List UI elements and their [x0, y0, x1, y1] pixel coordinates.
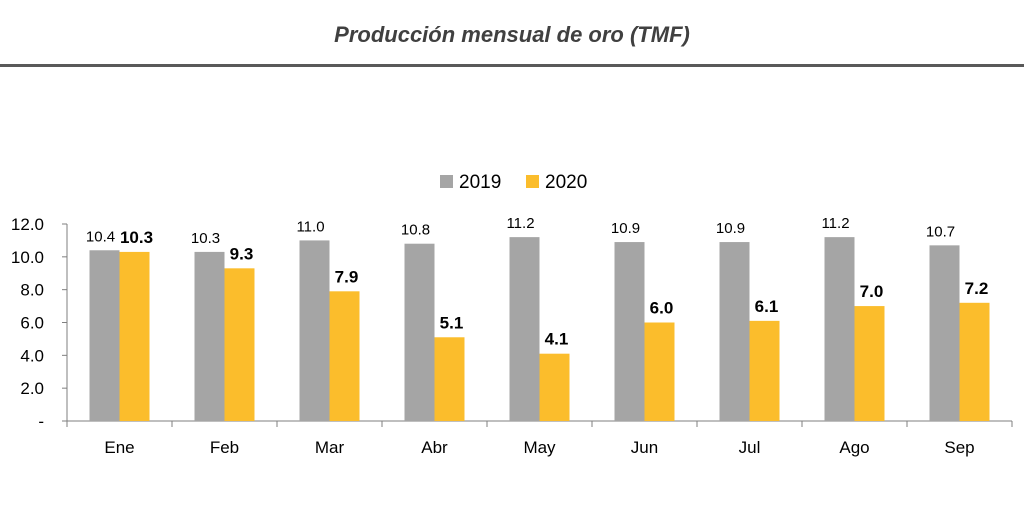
bar-2019-may	[509, 237, 540, 421]
bar-2020-sep	[959, 302, 990, 421]
legend-label: 2020	[545, 172, 587, 193]
x-tick-label: Ago	[839, 438, 869, 457]
bar-2019-ago	[824, 237, 855, 421]
x-tick-label: Feb	[210, 438, 239, 457]
y-tick-label: 12.0	[11, 215, 44, 234]
data-label-2019: 11.2	[821, 215, 849, 232]
y-tick-label: -	[38, 412, 44, 431]
data-label-2019: 10.9	[716, 220, 745, 237]
data-label-2020: 9.3	[230, 244, 254, 263]
data-label-2020: 5.1	[440, 313, 464, 332]
bar-2019-abr	[404, 243, 435, 421]
bar-2020-ago	[854, 306, 885, 421]
x-tick-label: Mar	[315, 438, 345, 457]
bar-2019-ene	[89, 250, 120, 421]
chart-title: Producción mensual de oro (TMF)	[334, 22, 690, 47]
bar-2020-feb	[224, 268, 255, 421]
x-tick-label: Jun	[631, 438, 658, 457]
x-tick-label: Abr	[421, 438, 448, 457]
data-label-2020: 7.2	[965, 279, 989, 298]
legend-swatch-2020	[526, 175, 539, 188]
x-tick-label: Jul	[739, 438, 761, 457]
bar-2019-jul	[719, 242, 750, 421]
bar-2020-may	[539, 353, 570, 421]
x-tick-label: Ene	[104, 438, 134, 457]
data-label-2019: 10.4	[86, 228, 115, 245]
data-label-2019: 10.8	[401, 222, 430, 239]
data-label-2019: 10.9	[611, 220, 640, 237]
legend-swatch-2019	[440, 175, 453, 188]
data-label-2019: 11.0	[296, 218, 324, 235]
bar-2019-jun	[614, 242, 645, 421]
data-label-2020: 7.9	[335, 267, 359, 286]
bar-2019-feb	[194, 251, 225, 421]
data-label-2019: 11.2	[506, 215, 534, 232]
data-label-2020: 7.0	[860, 282, 884, 301]
bar-2020-jun	[644, 322, 675, 421]
data-label-2019: 10.7	[926, 223, 955, 240]
legend-label: 2019	[459, 172, 501, 193]
bar-2020-abr	[434, 337, 465, 421]
bar-2020-jul	[749, 320, 780, 421]
y-tick-label: 10.0	[11, 248, 44, 267]
bar-2020-ene	[119, 251, 150, 421]
x-tick-label: May	[523, 438, 556, 457]
data-label-2020: 6.1	[755, 297, 779, 316]
y-tick-label: 4.0	[20, 346, 44, 365]
data-label-2020: 10.3	[120, 228, 153, 247]
y-tick-label: 2.0	[20, 379, 44, 398]
bar-2020-mar	[329, 291, 360, 421]
data-label-2020: 6.0	[650, 299, 674, 318]
title-divider	[0, 64, 1024, 67]
bar-2019-sep	[929, 245, 960, 421]
data-label-2020: 4.1	[545, 330, 569, 349]
x-tick-label: Sep	[944, 438, 974, 457]
y-tick-label: 6.0	[20, 314, 44, 333]
bar-2019-mar	[299, 240, 330, 421]
y-tick-label: 8.0	[20, 281, 44, 300]
data-label-2019: 10.3	[191, 230, 220, 247]
